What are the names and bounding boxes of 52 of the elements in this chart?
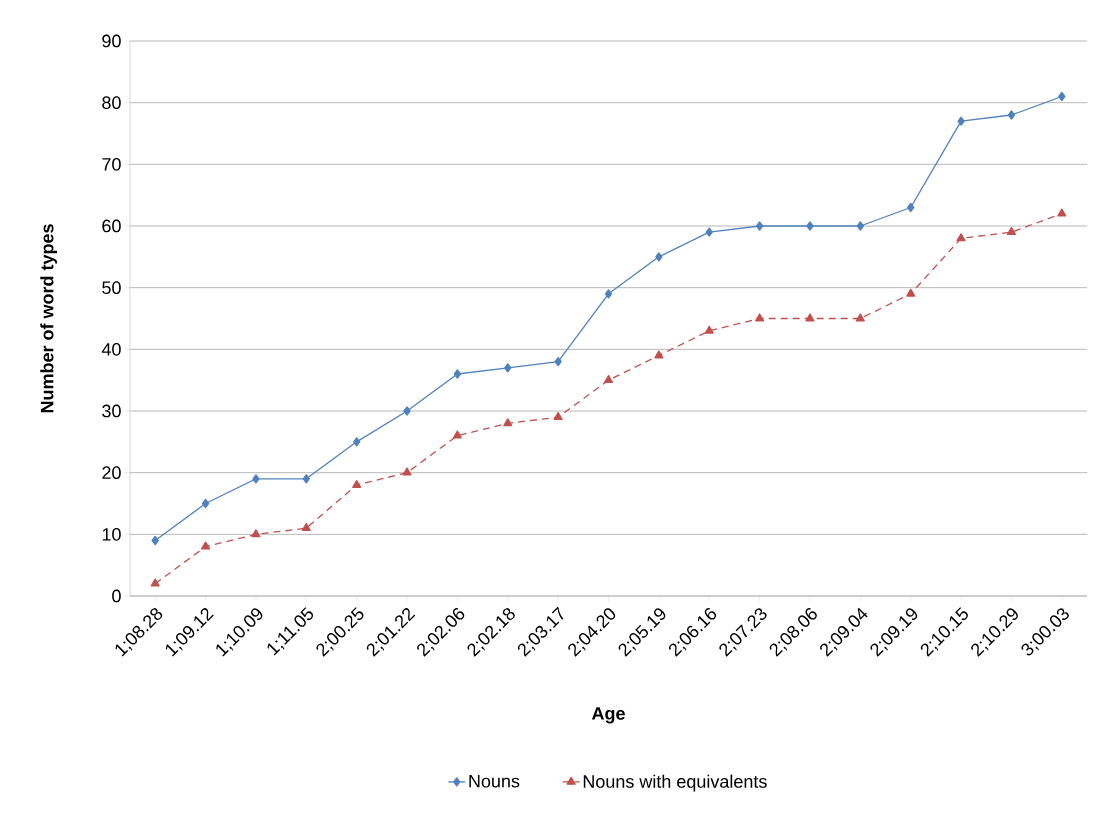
- y-tick-label: 60: [102, 219, 121, 233]
- x-axis-title: Age: [591, 707, 625, 724]
- point: [503, 418, 513, 427]
- point: [452, 430, 462, 439]
- point: [302, 474, 310, 484]
- point: [654, 350, 664, 359]
- y-tick-label: 90: [102, 34, 121, 48]
- point: [1006, 227, 1017, 236]
- point: [856, 221, 864, 231]
- y-tick-label: 70: [102, 157, 121, 171]
- point: [805, 313, 815, 322]
- point: [907, 202, 915, 213]
- point: [1057, 208, 1067, 217]
- point: [403, 406, 411, 416]
- point: [504, 363, 512, 373]
- point: [755, 221, 764, 231]
- y-tick-label: 50: [102, 281, 121, 295]
- point: [603, 375, 614, 384]
- point: [604, 289, 613, 299]
- point: [906, 288, 916, 297]
- point: [252, 474, 260, 484]
- point: [755, 313, 765, 322]
- legend-label: Nouns with equivalents: [583, 774, 767, 792]
- point: [704, 325, 714, 334]
- point: [957, 116, 965, 126]
- point: [402, 467, 412, 476]
- legend-label: Nouns: [469, 774, 520, 788]
- y-tick-label: 40: [101, 342, 121, 356]
- y-tick-label: 20: [102, 466, 121, 480]
- point: [150, 578, 160, 587]
- y-tick-label: 10: [102, 527, 121, 541]
- point: [553, 412, 563, 421]
- y-axis-title: Number of word types: [40, 224, 58, 413]
- point: [1058, 91, 1066, 102]
- point: [251, 529, 261, 538]
- point: [956, 233, 966, 242]
- point: [554, 357, 562, 367]
- y-tick-label: 0: [112, 589, 121, 603]
- point: [201, 498, 210, 509]
- point: [353, 437, 361, 447]
- point: [352, 479, 362, 488]
- point: [453, 369, 462, 379]
- point: [201, 541, 211, 550]
- point: [806, 221, 814, 231]
- point: [855, 313, 865, 322]
- y-tick-label: 80: [102, 96, 121, 110]
- point: [655, 252, 663, 262]
- point: [151, 535, 159, 546]
- point: [1007, 110, 1016, 120]
- point: [301, 523, 311, 532]
- point: [705, 227, 713, 237]
- y-tick-label: 30: [102, 404, 121, 418]
